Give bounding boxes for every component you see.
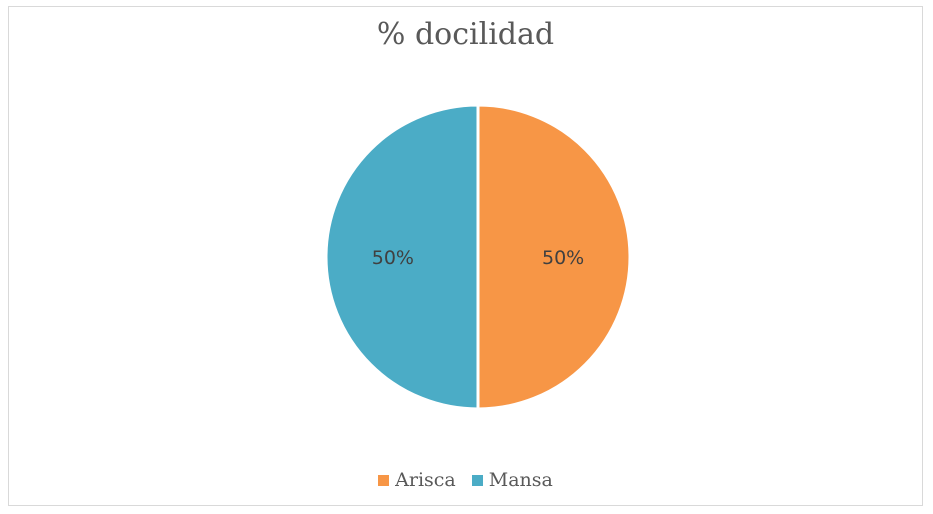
data-label-mansa: 50% bbox=[372, 247, 414, 269]
legend-label-mansa: Mansa bbox=[488, 469, 553, 491]
legend-swatch-arisca bbox=[378, 474, 390, 486]
pie-slice-mansa bbox=[324, 103, 480, 411]
pie-slice-arisca bbox=[476, 103, 632, 411]
legend-label-arisca: Arisca bbox=[395, 469, 456, 491]
legend-swatch-mansa bbox=[471, 474, 483, 486]
chart-frame: % docilidad 50% 50% Arisca Mansa bbox=[8, 6, 923, 506]
pie-chart: 50% 50% bbox=[324, 103, 632, 411]
chart-legend: Arisca Mansa bbox=[9, 469, 922, 491]
legend-item-arisca: Arisca bbox=[378, 469, 456, 491]
chart-title: % docilidad bbox=[376, 17, 555, 52]
legend-item-mansa: Mansa bbox=[471, 469, 553, 491]
data-label-arisca: 50% bbox=[542, 247, 584, 269]
